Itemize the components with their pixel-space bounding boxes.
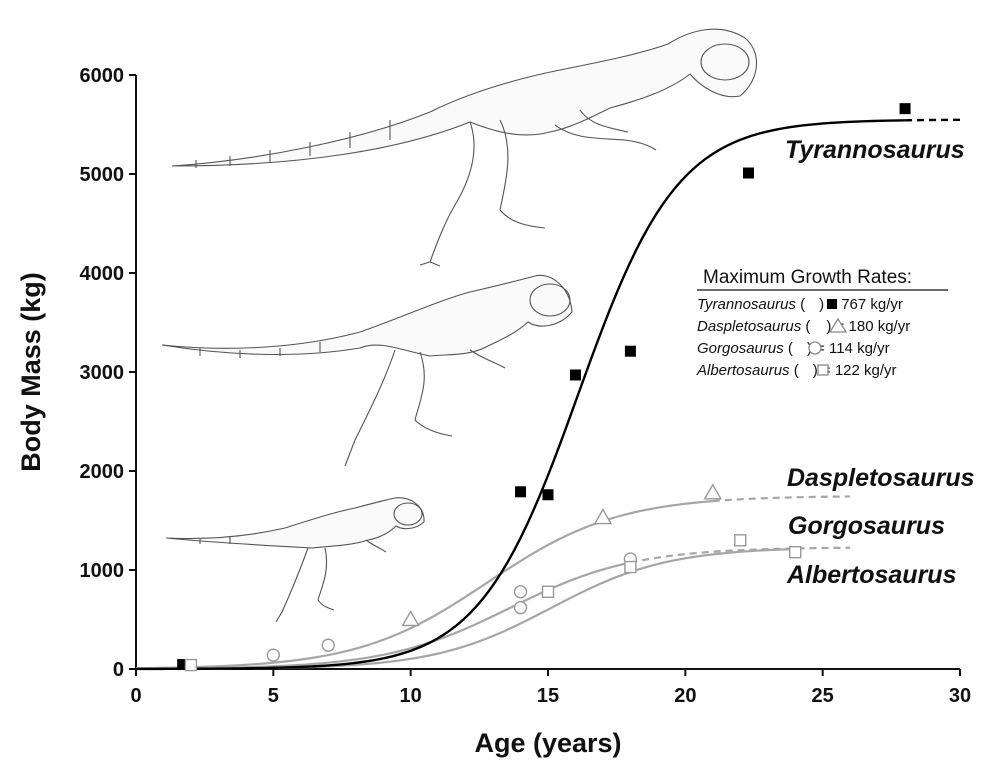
- legend-marker-open-square: [817, 364, 829, 376]
- x-tick-label: 10: [400, 685, 422, 707]
- legend-entry-albertosaurus: Albertosaurus () = 122 kg/yr: [696, 362, 897, 379]
- species-label-gorgosaurus: Gorgosaurus: [788, 512, 945, 540]
- data-point-daspletosaurus: [593, 508, 613, 525]
- data-point-albertosaurus: [541, 585, 555, 598]
- data-point-daspletosaurus: [401, 610, 420, 627]
- species-label-albertosaurus: Albertosaurus: [786, 561, 957, 589]
- data-point-gorgosaurus: [321, 638, 335, 652]
- y-tick-label: 2000: [80, 461, 125, 483]
- y-tick-label: 1000: [80, 560, 125, 582]
- legend-marker-open-triangle: [828, 317, 848, 333]
- y-tick-label: 4000: [80, 263, 125, 285]
- growth-curve-gorgosaurus: [135, 561, 631, 670]
- y-tick-label: 3000: [80, 362, 125, 384]
- growth-curve-extrapolated-gorgosaurus: [630, 546, 851, 564]
- data-point-tyrannosaurus: [624, 345, 636, 357]
- legend-entry-daspletosaurus: Daspletosaurus () = 180 kg/yr: [697, 318, 910, 335]
- growth-curve-extrapolated-daspletosaurus: [712, 495, 851, 503]
- data-point-tyrannosaurus: [177, 659, 189, 671]
- x-axis-ticks: 0 5 10 15 20 25 30: [130, 669, 971, 707]
- data-point-albertosaurus: [789, 545, 802, 559]
- y-tick-label: 5000: [80, 164, 125, 186]
- data-points: [177, 103, 911, 672]
- daspletosaurus-skeleton-illustration: [161, 274, 573, 467]
- x-tick-label: 25: [812, 685, 834, 707]
- data-point-tyrannosaurus: [743, 167, 755, 179]
- x-tick-label: 30: [949, 685, 971, 707]
- data-point-gorgosaurus: [513, 585, 528, 599]
- x-tick-label: 5: [268, 685, 279, 707]
- y-tick-label: 0: [113, 659, 124, 681]
- x-tick-label: 15: [537, 685, 559, 707]
- growth-curve-extrapolated-tyrannosaurus: [905, 118, 960, 122]
- species-label-tyrannosaurus: Tyrannosaurus: [785, 136, 965, 164]
- x-tick-label: 20: [674, 685, 696, 707]
- legend: Maximum Growth Rates: Tyrannosaurus () =…: [696, 267, 948, 379]
- data-point-tyrannosaurus: [569, 369, 581, 381]
- legend-title: Maximum Growth Rates:: [703, 267, 912, 288]
- species-label-daspletosaurus: Daspletosaurus: [787, 464, 975, 492]
- data-point-tyrannosaurus: [899, 103, 911, 115]
- y-tick-label: 6000: [80, 65, 125, 87]
- data-point-daspletosaurus: [703, 483, 723, 500]
- data-point-gorgosaurus: [266, 648, 281, 662]
- x-axis-label: Age (years): [474, 728, 621, 758]
- legend-marker-open-circle: [808, 341, 822, 355]
- y-axis-ticks: 0 1000 2000 3000 4000 5000 6000: [80, 65, 136, 681]
- legend-entry-gorgosaurus: Gorgosaurus () = 114 kg/yr: [697, 340, 890, 357]
- gorgosaurus-skeleton-illustration: [165, 497, 425, 623]
- tyrannosaurus-skeleton-illustration: [171, 28, 758, 267]
- data-point-gorgosaurus: [513, 600, 528, 615]
- growth-curve-tyrannosaurus: [135, 119, 906, 671]
- x-tick-label: 0: [130, 685, 141, 707]
- data-point-tyrannosaurus: [542, 489, 554, 501]
- data-point-albertosaurus: [734, 534, 747, 547]
- legend-marker-filled-square: [827, 299, 837, 309]
- growth-curve-albertosaurus: [135, 547, 796, 670]
- y-axis-label: Body Mass (kg): [16, 272, 46, 472]
- legend-entry-tyrannosaurus: Tyrannosaurus () = 767 kg/yr: [697, 296, 903, 313]
- data-point-tyrannosaurus: [515, 486, 527, 498]
- data-point-albertosaurus: [184, 658, 198, 672]
- growth-curve-daspletosaurus: [135, 500, 713, 670]
- data-point-albertosaurus: [624, 560, 637, 574]
- growth-curves: [135, 118, 960, 671]
